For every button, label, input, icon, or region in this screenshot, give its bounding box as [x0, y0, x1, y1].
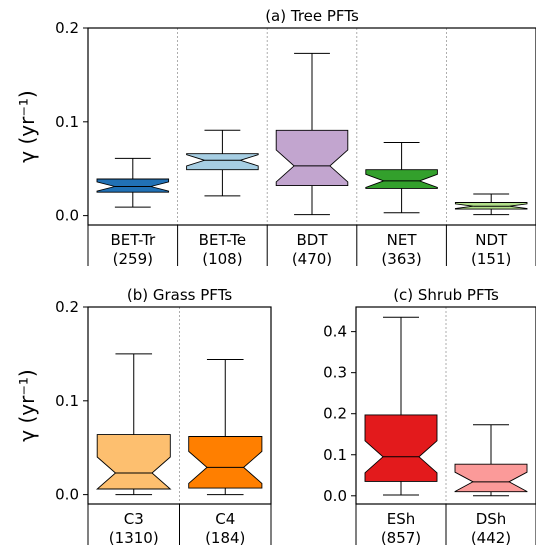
box-body: [96, 434, 172, 490]
box-body: [96, 178, 170, 193]
y-tick-label: 0.2: [55, 298, 79, 316]
chart-title: (b) Grass PFTs: [127, 286, 232, 304]
category-label: C4: [215, 510, 235, 528]
box-body: [365, 169, 438, 189]
box-C4: [188, 359, 263, 496]
y-tick-label: 0.1: [55, 113, 79, 131]
y-tick-label: 0.0: [323, 487, 347, 505]
box-C3: [96, 353, 172, 496]
chart-panel-0: (a) Tree PFTs γ (yr⁻¹) 0.0 0.1 0.2 BET-Tr(259…: [15, 7, 536, 268]
box-BET-Te: [186, 129, 259, 197]
y-tick-label: 0.2: [55, 19, 79, 37]
chart-panel-2: (c) Shrub PFTs 0.0 0.1 0.2 0.3 0.4 ESh(857) DSh…: [323, 286, 536, 545]
category-count: (108): [202, 250, 242, 268]
box-body: [186, 153, 259, 171]
category-count: (1310): [109, 529, 159, 545]
y-tick-label: 0.3: [323, 364, 347, 382]
box-ESh: [364, 316, 438, 496]
category-label: NDT: [475, 231, 508, 249]
chart-title: (c) Shrub PFTs: [393, 286, 499, 304]
y-tick-label: 0.0: [55, 207, 79, 225]
category-label: BDT: [296, 231, 328, 249]
category-count: (259): [113, 250, 153, 268]
category-count: (442): [471, 529, 511, 545]
chart-panel-1: (b) Grass PFTs γ (yr⁻¹) 0.0 0.1 0.2 C3(1310) C…: [15, 286, 272, 545]
box-BDT: [275, 52, 349, 216]
category-count: (184): [205, 529, 245, 545]
box-body: [454, 463, 528, 493]
box-body: [275, 129, 349, 187]
y-tick-label: 0.1: [55, 392, 79, 410]
category-label: ESh: [387, 510, 416, 528]
category-label: DSh: [476, 510, 507, 528]
plot-frame: [87, 27, 536, 226]
category-count: (151): [471, 250, 511, 268]
category-label: BET-Tr: [110, 231, 156, 249]
box-DSh: [454, 424, 528, 497]
box-body: [364, 414, 438, 482]
box-BET-Tr: [96, 157, 170, 208]
y-tick-label: 0.2: [323, 405, 347, 423]
category-label: NET: [387, 231, 418, 249]
category-label: BET-Te: [199, 231, 246, 249]
category-count: (470): [292, 250, 332, 268]
category-count: (363): [381, 250, 421, 268]
y-tick-label: 0.4: [323, 323, 347, 341]
category-count: (857): [381, 529, 421, 545]
category-label: C3: [124, 510, 144, 528]
box-NET: [365, 141, 438, 214]
plot-frame: [87, 306, 272, 505]
chart-title: (a) Tree PFTs: [265, 7, 359, 25]
box-NDT: [454, 193, 528, 216]
y-axis-label: γ (yr⁻¹): [15, 369, 39, 441]
box-body: [188, 436, 263, 489]
y-tick-label: 0.1: [323, 446, 347, 464]
y-axis-label: γ (yr⁻¹): [15, 90, 39, 162]
plot-frame: [355, 306, 536, 505]
y-tick-label: 0.0: [55, 486, 79, 504]
